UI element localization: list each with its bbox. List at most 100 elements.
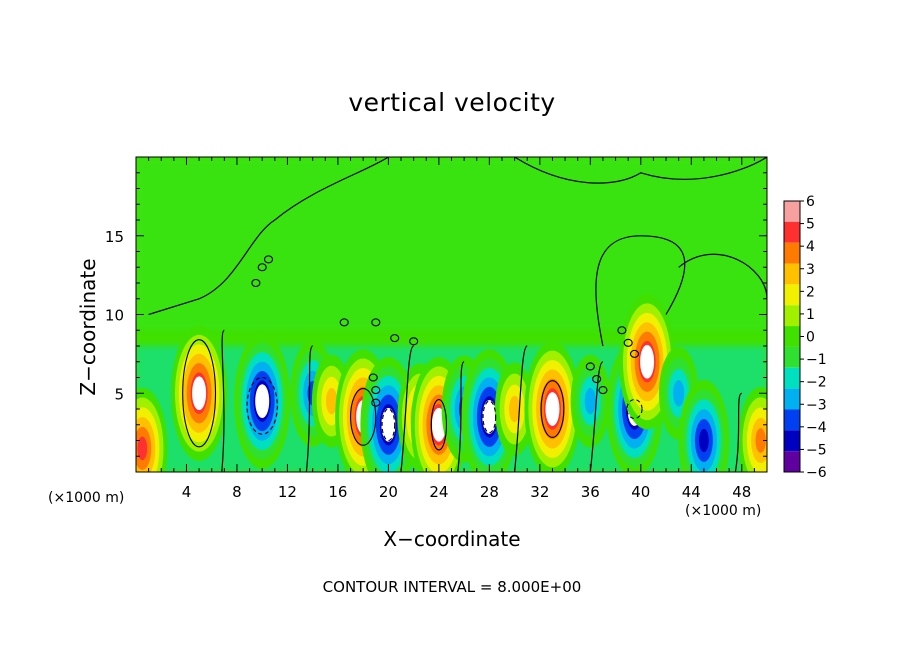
colorbar-tick-label: −3: [806, 397, 827, 413]
contour-positive: [182, 339, 217, 448]
colorbar-tick-label: 6: [806, 194, 815, 210]
colorbar-swatch: [784, 284, 800, 306]
contour-negative: [246, 376, 278, 435]
y-tick-label: 10: [105, 307, 124, 325]
contour-small-loop: [390, 334, 400, 343]
colorbar-tick-label: 0: [806, 330, 815, 346]
contour-small-loop: [409, 337, 419, 346]
y-axis-label: Z−coordinate: [76, 258, 100, 396]
field-cell: [137, 436, 148, 461]
contour-small-loop: [368, 373, 378, 382]
x-tick-label: 4: [182, 483, 192, 501]
field-cell: [673, 379, 685, 407]
contour-small-loop: [371, 398, 381, 407]
contour-small-loop: [585, 362, 595, 371]
contour-positive: [349, 387, 377, 446]
colorbar-swatch: [784, 430, 800, 452]
contour-small-loop: [263, 255, 274, 264]
colorbar-swatch: [784, 409, 800, 431]
contour-negative: [482, 400, 497, 434]
contour-small-loop: [617, 326, 627, 335]
colorbar-tick-label: −5: [806, 442, 827, 458]
field-core: [640, 344, 655, 379]
field-core: [192, 376, 207, 411]
field-cell: [699, 428, 709, 453]
x-axis-label: X−coordinate: [383, 527, 521, 551]
contour-zero-line: [400, 345, 415, 472]
colorbar-swatch: [784, 201, 800, 222]
x-unit-label-left: (×1000 m): [48, 490, 125, 506]
field-cell: [584, 387, 596, 415]
y-tick-label: 5: [114, 385, 124, 403]
contour-negative: [381, 408, 396, 442]
colorbar-tick-label: 3: [806, 262, 815, 278]
colorbar-tick-label: −2: [806, 375, 827, 391]
contour-small-loop: [592, 375, 602, 384]
x-tick-label: 12: [278, 483, 297, 501]
contour-small-loop: [629, 349, 640, 358]
colorbar-tick-label: 2: [806, 284, 815, 300]
colorbar-tick-label: −1: [806, 352, 827, 368]
x-tick-label: 24: [429, 483, 448, 501]
colorbar-swatch: [784, 242, 800, 264]
x-tick-label: 44: [682, 483, 701, 501]
contour-zero-upper: [148, 157, 389, 316]
contour-small-loop: [371, 386, 381, 395]
colorbar-tick-label: −6: [806, 465, 827, 481]
colorbar-swatch: [784, 263, 800, 285]
velocity-field: [136, 157, 767, 472]
contour-small-loop: [598, 386, 608, 395]
field-core: [381, 407, 396, 442]
colorbar-swatch: [784, 346, 800, 368]
colorbar-tick-label: 1: [806, 307, 815, 323]
field-cell: [755, 428, 766, 453]
contour-positive: [430, 398, 448, 451]
contour-zero-line: [514, 345, 528, 472]
colorbar-swatch: [784, 326, 800, 347]
contour-zero-line: [734, 392, 743, 472]
x-tick-label: 8: [232, 483, 242, 501]
contour-zero-line: [589, 361, 604, 472]
contour-zero-right: [595, 235, 686, 347]
colorbar-swatch: [784, 388, 800, 410]
colorbar: 6 5 4 3 2 1 0 −1 −2 −3 −4 −5 −6: [783, 194, 827, 481]
x-tick-label: 32: [530, 483, 549, 501]
contour-zero-line: [305, 345, 314, 472]
colorbar-swatch: [784, 305, 800, 327]
chart-title: vertical velocity: [348, 88, 556, 117]
y-tick-label: 15: [105, 228, 124, 246]
contour-small-loop: [251, 278, 261, 288]
colorbar-swatch: [784, 451, 800, 472]
contour-small-loop: [339, 318, 349, 327]
contour-lines: [148, 157, 767, 472]
colorbar-tick-label: 5: [806, 217, 815, 233]
colorbar-swatch: [784, 367, 800, 389]
contour-positive: [540, 380, 565, 438]
x-tick-label: 16: [328, 483, 347, 501]
contour-zero-top: [514, 157, 767, 184]
x-tick-label: 48: [732, 483, 751, 501]
contour-zero-line: [221, 329, 225, 472]
x-unit-label-right: (×1000 m): [685, 503, 762, 519]
field-upper-band: [136, 157, 767, 331]
colorbar-tick-label: 4: [806, 239, 815, 255]
field-cell: [508, 395, 521, 423]
contour-zero-line: [457, 361, 465, 472]
contour-small-loop: [371, 318, 381, 327]
contour-zero-hook: [678, 253, 767, 299]
field-core: [255, 384, 270, 419]
field-core: [545, 392, 560, 426]
colorbar-swatch: [784, 221, 800, 243]
contour-negative: [626, 398, 643, 419]
x-tick-label: 28: [480, 483, 499, 501]
x-tick-label: 36: [581, 483, 600, 501]
x-tick-label: 40: [631, 483, 650, 501]
x-tick-label: 20: [379, 483, 398, 501]
contour-small-loop: [257, 263, 267, 272]
contour-interval-note: CONTOUR INTERVAL = 8.000E+00: [322, 578, 582, 596]
colorbar-tick-label: −4: [806, 420, 827, 436]
contour-small-loop: [623, 338, 633, 347]
field-cell: [325, 387, 338, 415]
